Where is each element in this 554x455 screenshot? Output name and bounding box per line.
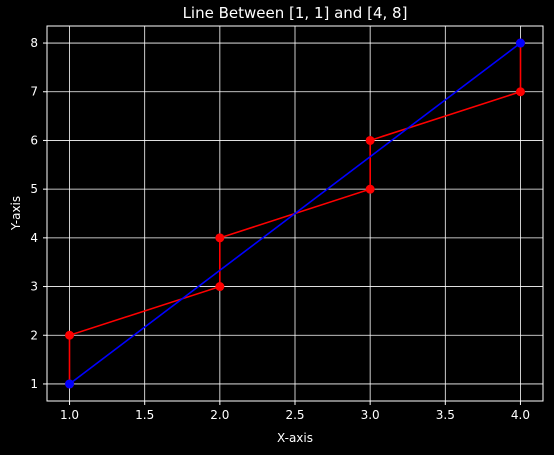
data-point bbox=[215, 233, 225, 243]
y-tick-label: 7 bbox=[30, 85, 38, 99]
x-axis-ticks: 1.0 1.5 2.0 2.5 3.0 3.5 4.0 bbox=[60, 401, 530, 422]
y-axis-ticks: 1 2 3 4 5 6 7 8 bbox=[30, 36, 47, 391]
y-tick-label: 1 bbox=[30, 377, 38, 391]
series-group bbox=[65, 38, 525, 389]
series-1 bbox=[65, 38, 525, 389]
grid bbox=[47, 26, 543, 401]
x-tick-label: 2.0 bbox=[210, 408, 229, 422]
x-tick-label: 2.5 bbox=[285, 408, 304, 422]
data-point bbox=[515, 87, 525, 97]
x-tick-label: 1.0 bbox=[60, 408, 79, 422]
data-point bbox=[515, 38, 525, 48]
y-tick-label: 5 bbox=[30, 182, 38, 196]
x-tick-label: 4.0 bbox=[511, 408, 530, 422]
y-tick-label: 2 bbox=[30, 328, 38, 342]
x-tick-label: 3.5 bbox=[436, 408, 455, 422]
data-point bbox=[65, 379, 75, 389]
chart-title: Line Between [1, 1] and [4, 8] bbox=[183, 4, 408, 22]
series-line bbox=[69, 42, 521, 385]
data-point bbox=[365, 135, 375, 145]
y-tick-label: 3 bbox=[30, 280, 38, 294]
data-point bbox=[65, 330, 75, 340]
x-tick-label: 3.0 bbox=[361, 408, 380, 422]
y-tick-label: 6 bbox=[30, 133, 38, 147]
data-point bbox=[365, 184, 375, 194]
x-tick-label: 1.5 bbox=[135, 408, 154, 422]
y-tick-label: 8 bbox=[30, 36, 38, 50]
x-axis-label: X-axis bbox=[277, 431, 313, 445]
y-axis-label: Y-axis bbox=[9, 196, 23, 231]
y-tick-label: 4 bbox=[30, 231, 38, 245]
data-point bbox=[215, 282, 225, 292]
series-0 bbox=[65, 38, 525, 389]
